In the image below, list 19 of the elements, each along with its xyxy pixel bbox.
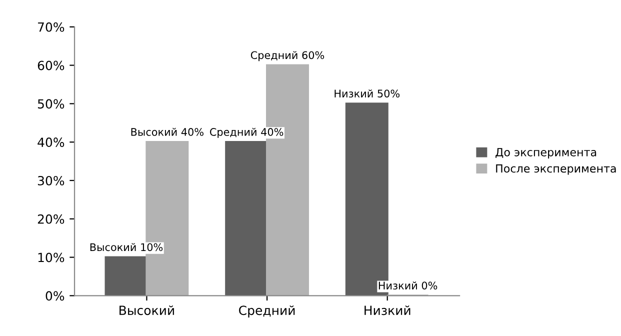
- y-tick-label: 40%: [38, 138, 64, 148]
- data-label: Средний 60%: [250, 51, 324, 62]
- x-tick-label: Средний: [239, 305, 295, 318]
- legend-label: До эксперимента: [496, 148, 596, 158]
- y-tick-label: 10%: [38, 252, 64, 262]
- y-tick-label: 0%: [46, 291, 64, 301]
- data-label: Высокий 10%: [90, 243, 163, 252]
- y-tick-label: 30%: [38, 176, 64, 186]
- x-tick-label: Высокий: [120, 305, 174, 316]
- data-label: Средний 40%: [210, 128, 284, 138]
- y-tick-label: 70%: [38, 22, 64, 32]
- x-tick-label: Низкий: [364, 305, 410, 316]
- data-label: Высокий 40%: [131, 128, 204, 136]
- legend-label: После эксперимента: [496, 164, 616, 175]
- y-tick-label: 60%: [38, 60, 64, 70]
- data-label: Низкий 0%: [378, 281, 438, 290]
- y-tick-label: 50%: [38, 99, 64, 109]
- y-tick-label: 20%: [38, 214, 64, 224]
- data-label: Низкий 50%: [334, 89, 400, 98]
